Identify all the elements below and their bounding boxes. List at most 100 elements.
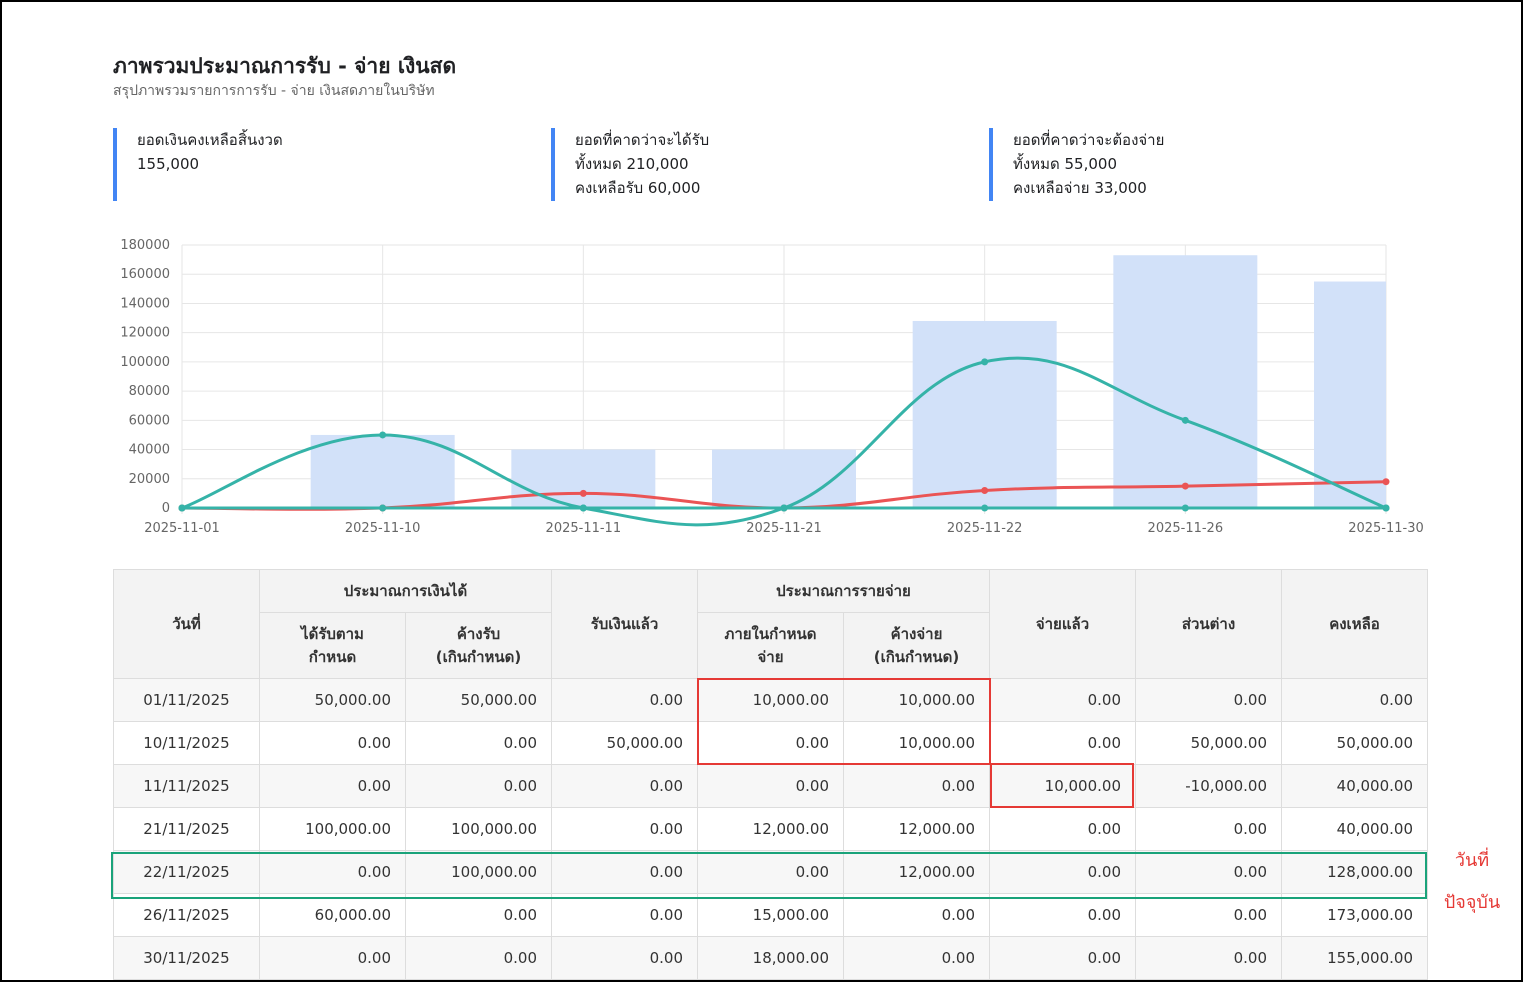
cashflow-table: วันที่ ประมาณการเงินได้ รับเงินแล้ว ประม… <box>113 569 1428 980</box>
page-title: ภาพรวมประมาณการรับ - จ่าย เงินสด <box>113 54 457 78</box>
cell-diff: 0.00 <box>1135 936 1282 980</box>
cell-date: 26/11/2025 <box>113 893 260 937</box>
stat-label: ยอดที่คาดว่าจะได้รับ <box>575 131 710 149</box>
y-tick-label: 120000 <box>120 326 170 341</box>
cell-date: 11/11/2025 <box>113 764 260 808</box>
baseline-point <box>579 504 587 512</box>
header-diff: ส่วนต่าง <box>1135 569 1282 679</box>
y-tick-label: 60000 <box>129 413 170 428</box>
bar <box>1314 281 1386 508</box>
table-row: 01/11/2025 50,000.00 50,000.00 0.00 10,000.0… <box>113 678 1428 722</box>
pay-point <box>1382 478 1390 486</box>
cell-income-over: 100,000.00 <box>405 850 552 894</box>
receive-point <box>1181 416 1189 424</box>
cell-balance: 155,000.00 <box>1281 936 1428 980</box>
cell-balance: 173,000.00 <box>1281 893 1428 937</box>
annotation-line: ปัจจุบัน <box>1443 892 1501 913</box>
table-row: 10/11/2025 0.00 0.00 50,000.00 0.00 10,000.00… <box>113 721 1428 765</box>
x-tick-label: 2025-11-10 <box>345 521 421 536</box>
x-tick-label: 2025-11-30 <box>1348 521 1424 536</box>
cell-diff: 0.00 <box>1135 678 1282 722</box>
current-date-annotation: วันที่ ปัจจุบัน <box>1432 840 1512 924</box>
y-tick-label: 20000 <box>129 472 170 487</box>
cell-expense-due: 0.00 <box>697 764 844 808</box>
stat-value: คงเหลือจ่าย 33,000 <box>1013 179 1147 197</box>
annotation-line: วันที่ <box>1454 850 1490 871</box>
header-received: รับเงินแล้ว <box>551 569 698 679</box>
header-income-group: ประมาณการเงินได้ <box>259 569 552 613</box>
header-expense-group: ประมาณการรายจ่าย <box>697 569 990 613</box>
cell-paid: 0.00 <box>989 893 1136 937</box>
table-row: 26/11/2025 60,000.00 0.00 0.00 15,000.00 0.00… <box>113 893 1428 937</box>
bar <box>511 449 656 508</box>
stat-label: ยอดเงินคงเหลือสิ้นงวด <box>137 131 283 149</box>
header-income-due: ได้รับตาม กำหนด <box>259 612 406 679</box>
cell-paid: 0.00 <box>989 850 1136 894</box>
header-date: วันที่ <box>113 569 260 679</box>
y-tick-label: 0 <box>162 501 170 516</box>
bar <box>912 320 1057 508</box>
cell-income-due: 0.00 <box>259 764 406 808</box>
header-paid: จ่ายแล้ว <box>989 569 1136 679</box>
cell-expense-over: 0.00 <box>843 893 990 937</box>
bar <box>1113 255 1258 508</box>
cell-expense-over: 0.00 <box>843 936 990 980</box>
cell-income-over: 0.00 <box>405 893 552 937</box>
receive-point <box>379 431 387 439</box>
cell-balance: 40,000.00 <box>1281 764 1428 808</box>
x-tick-label: 2025-11-26 <box>1148 521 1224 536</box>
cell-received: 0.00 <box>551 764 698 808</box>
baseline-point <box>780 504 788 512</box>
cell-paid: 10,000.00 <box>989 764 1136 808</box>
cell-date: 10/11/2025 <box>113 721 260 765</box>
cell-income-over: 100,000.00 <box>405 807 552 851</box>
cell-balance: 128,000.00 <box>1281 850 1428 894</box>
baseline-point <box>1181 504 1189 512</box>
stat-value: คงเหลือรับ 60,000 <box>575 179 701 197</box>
pay-point <box>579 489 587 497</box>
stat-expected-receive: ยอดที่คาดว่าจะได้รับ ทั้งหมด 210,000 คงเ… <box>551 128 709 201</box>
cell-expense-due: 0.00 <box>697 721 844 765</box>
cell-expense-over: 10,000.00 <box>843 721 990 765</box>
cashflow-chart: 180000 160000 140000 120000 100000 80000 60000… <box>120 238 1424 536</box>
cell-received: 0.00 <box>551 850 698 894</box>
cell-diff: 0.00 <box>1135 807 1282 851</box>
pay-point <box>1181 482 1189 490</box>
cell-income-due: 100,000.00 <box>259 807 406 851</box>
x-tick-label: 2025-11-11 <box>546 521 622 536</box>
y-tick-label: 100000 <box>120 355 170 370</box>
cell-expense-due: 15,000.00 <box>697 893 844 937</box>
cell-expense-due: 18,000.00 <box>697 936 844 980</box>
cell-income-over: 0.00 <box>405 764 552 808</box>
cell-paid: 0.00 <box>989 807 1136 851</box>
y-tick-label: 160000 <box>120 267 170 282</box>
y-tick-label: 40000 <box>129 443 170 458</box>
cell-received: 0.00 <box>551 936 698 980</box>
y-tick-label: 180000 <box>120 238 170 253</box>
cell-diff: 50,000.00 <box>1135 721 1282 765</box>
cell-income-due: 60,000.00 <box>259 893 406 937</box>
stat-ending-balance: ยอดเงินคงเหลือสิ้นงวด 155,000 <box>113 128 283 201</box>
cell-income-over: 50,000.00 <box>405 678 552 722</box>
table-row: 11/11/2025 0.00 0.00 0.00 0.00 0.00 10,000.00-… <box>113 764 1428 808</box>
pay-point <box>981 486 989 494</box>
cell-expense-due: 10,000.00 <box>697 678 844 722</box>
cell-received: 0.00 <box>551 893 698 937</box>
cell-income-due: 0.00 <box>259 936 406 980</box>
table-row: 21/11/2025 100,000.00 100,000.00 0.00 12,000… <box>113 807 1428 851</box>
cell-income-over: 0.00 <box>405 936 552 980</box>
cell-paid: 0.00 <box>989 721 1136 765</box>
cell-date: 21/11/2025 <box>113 807 260 851</box>
cell-income-due: 0.00 <box>259 721 406 765</box>
header-expense-due: ภายในกำหนด จ่าย <box>697 612 844 679</box>
stat-value: 155,000 <box>137 155 200 173</box>
x-tick-label: 2025-11-22 <box>947 521 1023 536</box>
baseline-point <box>1382 504 1390 512</box>
stat-label: ยอดที่คาดว่าจะต้องจ่าย <box>1013 131 1165 149</box>
baseline-point <box>379 504 387 512</box>
x-tick-label: 2025-11-01 <box>144 521 220 536</box>
cell-income-due: 0.00 <box>259 850 406 894</box>
cell-balance: 40,000.00 <box>1281 807 1428 851</box>
y-tick-label: 140000 <box>120 296 170 311</box>
